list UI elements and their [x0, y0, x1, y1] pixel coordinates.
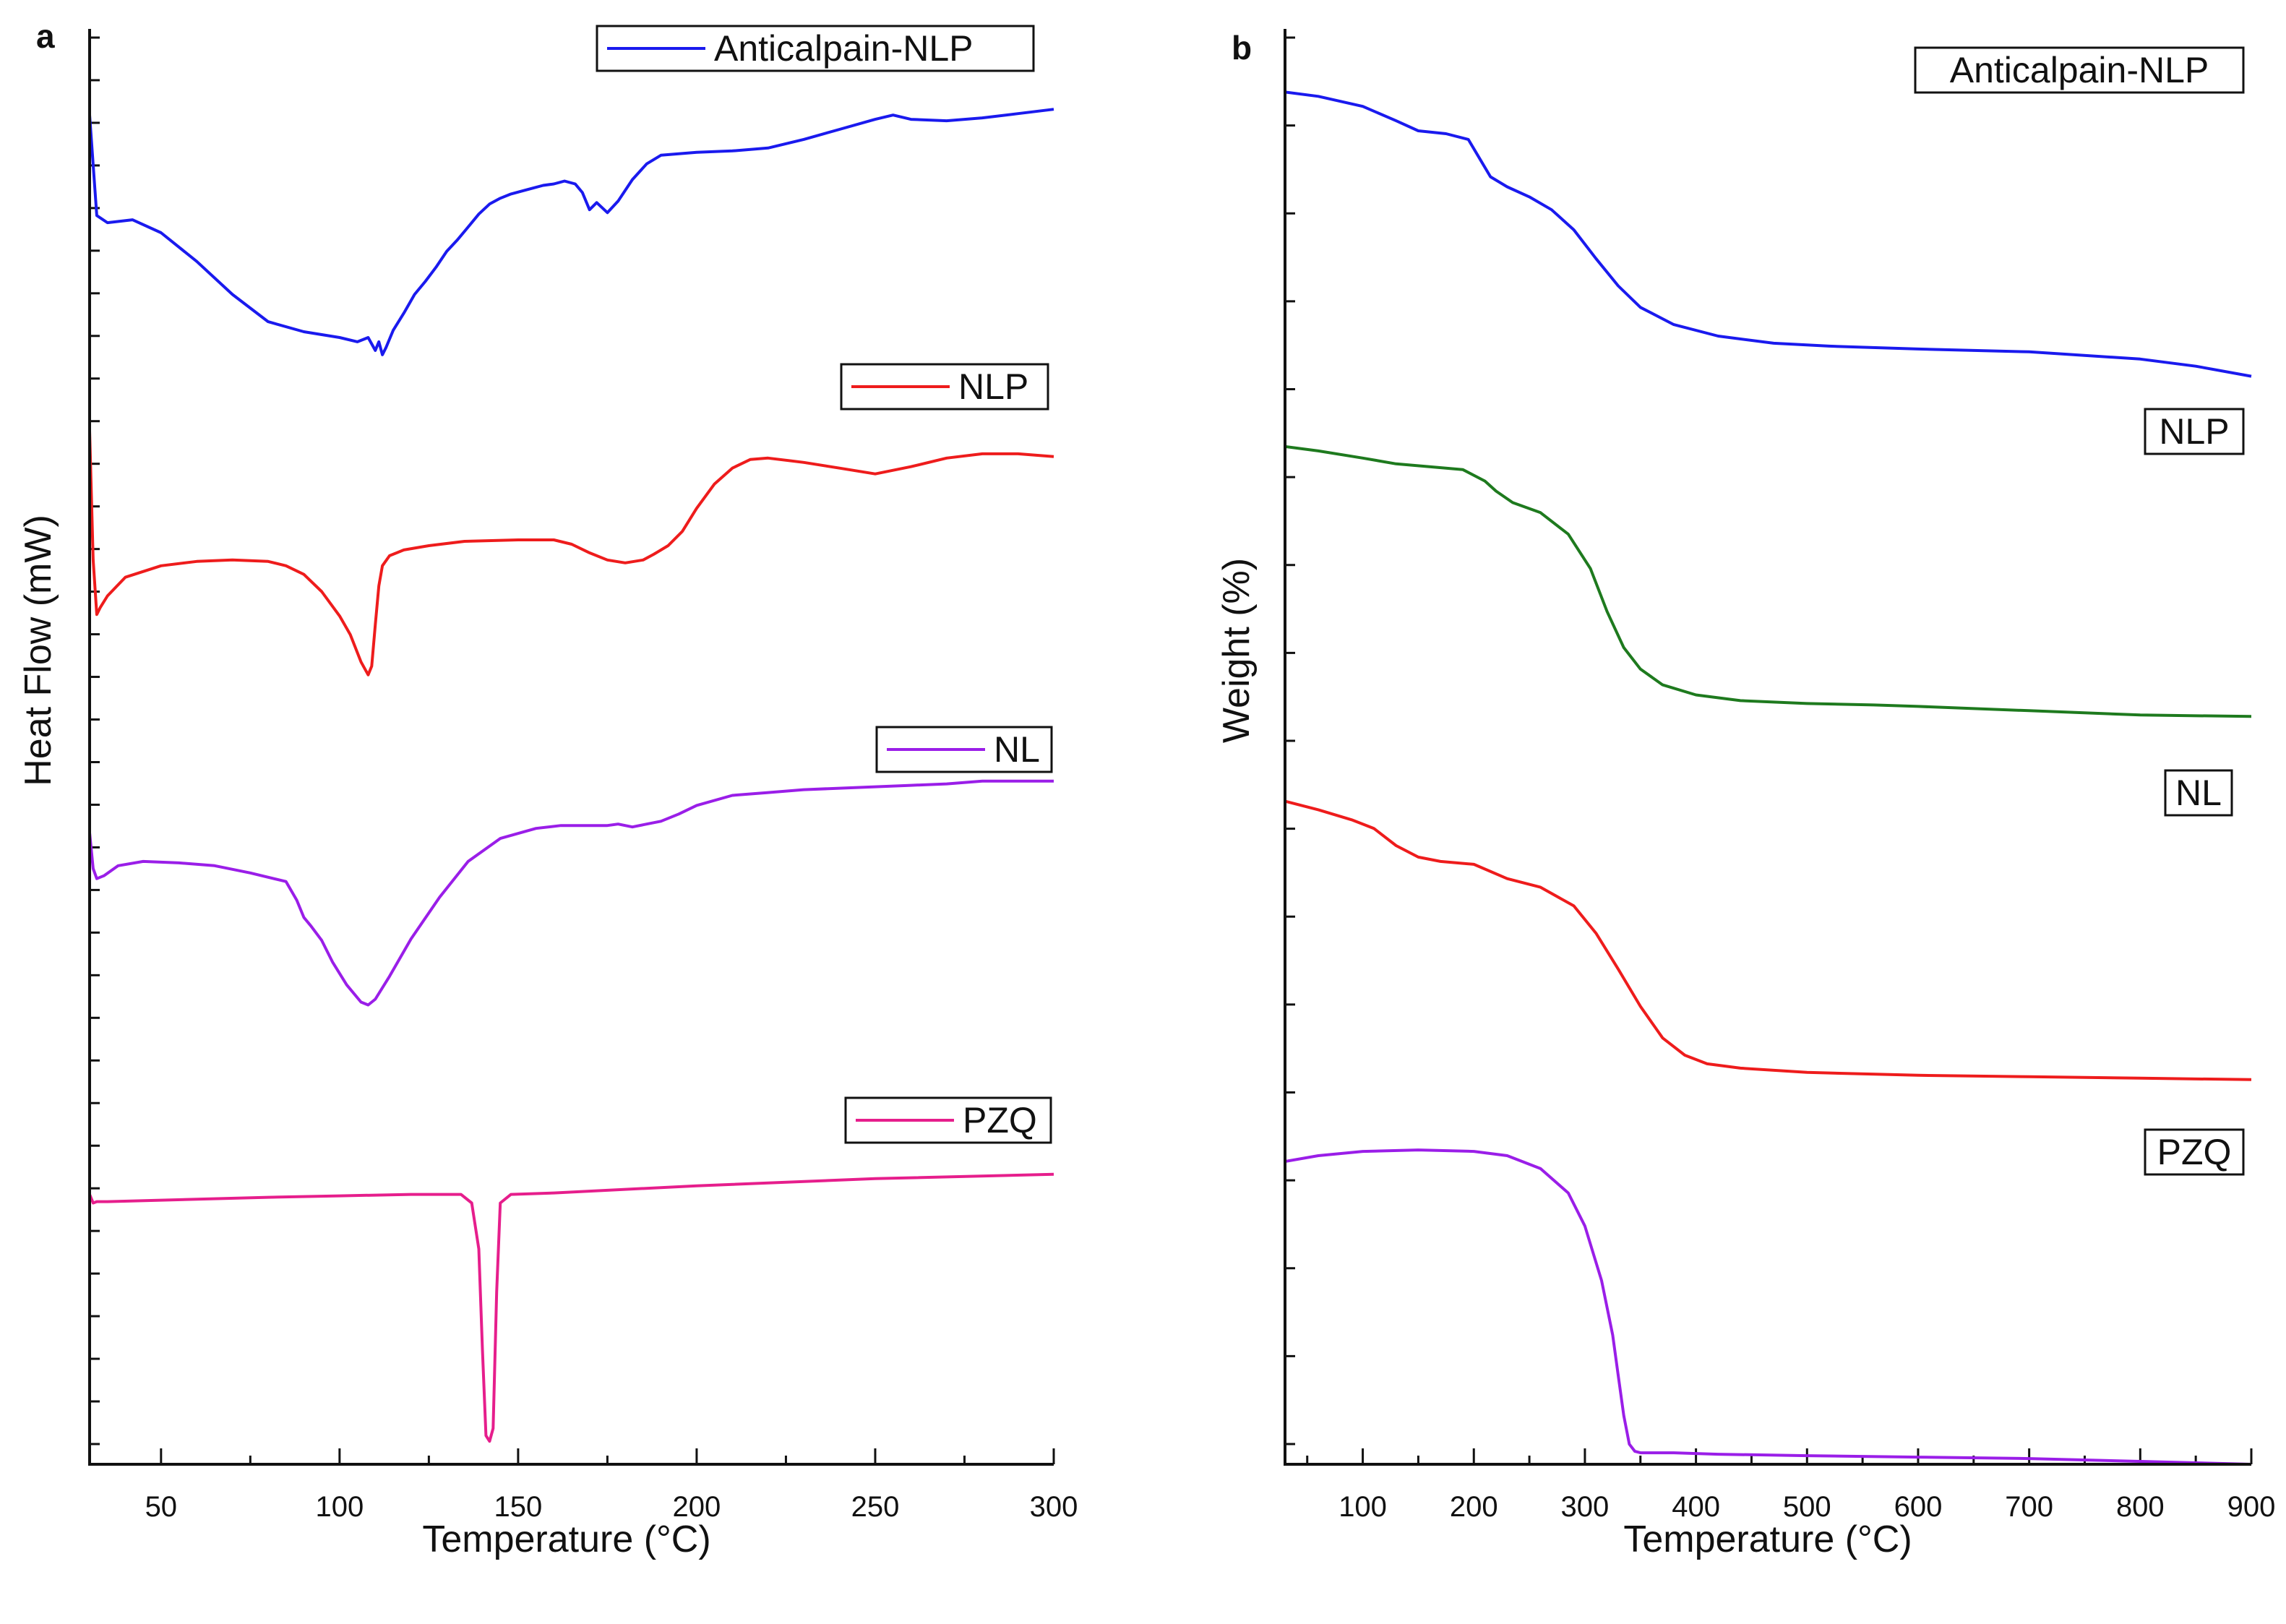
panel-b-ylabel: Weight (%) — [1216, 558, 1258, 743]
x-tick-label: 200 — [673, 1491, 721, 1523]
legend-box — [2144, 408, 2245, 455]
series-line-anticalpain-nlp — [88, 108, 1054, 356]
panel-a-letter: a — [36, 17, 55, 55]
x-tick-label: 500 — [1783, 1491, 1831, 1523]
x-tick-label: 400 — [1672, 1491, 1720, 1523]
panel-b-legends: Anticalpain-NLP NLP NL PZQ — [1914, 46, 2245, 1176]
panel-a-ylabel: Heat Flow (mW) — [17, 515, 59, 786]
panel-b-tick-labels: 100 200 300 400 500 600 700 800 900 — [1338, 1491, 2275, 1523]
legend-label: PZQ — [963, 1100, 1037, 1140]
legend-label: Anticalpain-NLP — [714, 28, 974, 69]
legend-entry: NLP — [840, 363, 1049, 411]
panel-b-axes — [1284, 29, 2251, 1466]
x-tick-label: 800 — [2116, 1491, 2165, 1523]
legend-entry: NL — [875, 726, 1053, 773]
x-tick-label: 100 — [315, 1491, 364, 1523]
legend-entry: PZQ — [2144, 1128, 2245, 1176]
legend-label: NL — [994, 729, 1040, 770]
series-line-pzq — [1284, 1148, 2252, 1466]
series-line-nlp — [88, 431, 1054, 676]
series-line-nl — [1284, 799, 2252, 1081]
series-line-anticalpain-nlp — [1284, 90, 2252, 378]
panel-a-xlabel: Temperature (°C) — [422, 1518, 710, 1560]
legend-box — [2144, 1128, 2245, 1176]
legend-box — [2164, 769, 2233, 817]
series-line-pzq — [88, 1172, 1054, 1443]
x-tick-label: 50 — [145, 1491, 178, 1523]
x-tick-label: 300 — [1030, 1491, 1078, 1523]
panel-a-tick-labels: 50 100 150 200 250 300 — [145, 1491, 1078, 1523]
panel-b-xlabel: Temperature (°C) — [1623, 1518, 1912, 1560]
legend-entry: NL — [2164, 769, 2233, 817]
panel-b-letter: b — [1232, 29, 1252, 66]
legend-label: NLP — [2159, 411, 2229, 452]
legend-box — [1914, 46, 2245, 94]
panel-a-series — [88, 108, 1054, 1443]
x-tick-label: 200 — [1450, 1491, 1498, 1523]
legend-entry: Anticalpain-NLP — [1914, 46, 2245, 94]
legend-label: PZQ — [2157, 1132, 2232, 1172]
legend-label: Anticalpain-NLP — [1950, 50, 2209, 90]
x-tick-label: 600 — [1894, 1491, 1943, 1523]
legend-label: NLP — [958, 366, 1028, 407]
x-tick-label: 300 — [1561, 1491, 1610, 1523]
panel-b-series — [1284, 90, 2252, 1466]
x-tick-label: 100 — [1338, 1491, 1387, 1523]
series-line-nlp — [1284, 444, 2252, 718]
panel-a-axes — [88, 29, 1054, 1466]
x-tick-label: 250 — [851, 1491, 900, 1523]
panel-a-ticks — [90, 36, 1055, 1464]
panel-b: b Weight (%) Temperature (°C) 100 200 300 4… — [1216, 29, 2275, 1560]
legend-entry: NLP — [2144, 408, 2245, 455]
legend-entry: Anticalpain-NLP — [596, 25, 1035, 72]
x-tick-label: 900 — [2227, 1491, 2276, 1523]
legend-entry: PZQ — [844, 1096, 1052, 1144]
x-tick-label: 700 — [2005, 1491, 2053, 1523]
panel-a: a Heat Flow (mW) Temperature (°C) 50 100 1… — [17, 17, 1078, 1560]
panel-a-legends: Anticalpain-NLP NLP NL PZQ — [596, 25, 1053, 1144]
series-line-nl — [88, 779, 1054, 1007]
x-tick-label: 150 — [494, 1491, 543, 1523]
legend-label: NL — [2175, 773, 2222, 813]
